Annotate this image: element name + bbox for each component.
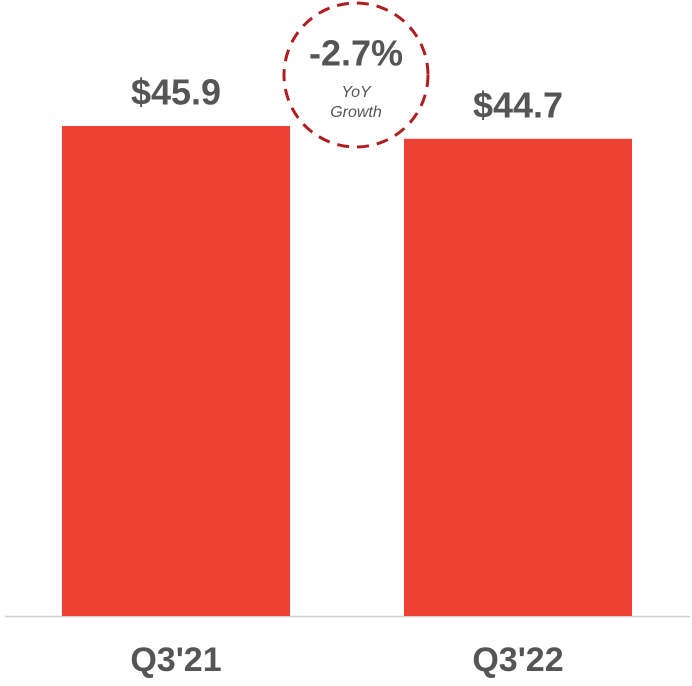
- value-label: $44.7: [473, 84, 563, 125]
- annotation-text: Growth: [330, 104, 382, 121]
- x-tick-label: Q3'22: [472, 641, 563, 679]
- annotation-text: YoY: [341, 84, 372, 101]
- bar: [62, 126, 290, 616]
- x-tick-label: Q3'21: [130, 641, 221, 679]
- bar: [404, 138, 632, 616]
- annotation-circle: [282, 1, 430, 149]
- value-label: $45.9: [131, 72, 221, 113]
- annotation-value: -2.7%: [309, 33, 403, 74]
